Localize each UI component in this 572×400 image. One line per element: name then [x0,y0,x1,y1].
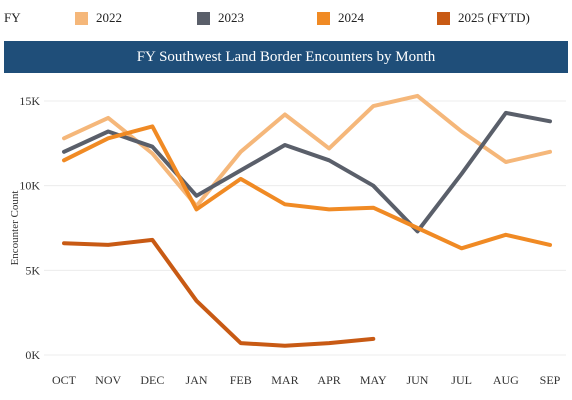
y-tick-label: 5K [25,263,40,277]
x-axis-ticks: OCT NOV DEC JAN FEB MAR APR MAY JUN JUL AUG SEP [52,373,561,387]
series-line-2024[interactable] [62,124,552,251]
series-lines [62,93,552,348]
x-tick-label: OCT [52,373,77,387]
series-line-2022[interactable] [62,93,552,208]
y-axis-ticks: 0K 5K 10K 15K [19,94,40,362]
x-tick-label: SEP [540,373,561,387]
x-tick-label: JUN [406,373,428,387]
legend-swatch-2023 [197,11,210,25]
gridlines [44,100,566,356]
x-tick-label: JAN [186,373,208,387]
legend-label-2023: 2023 [218,10,244,25]
y-tick-label: 0K [25,348,40,362]
y-axis-title: Encounter Count [9,191,21,266]
x-tick-label: MAR [271,373,298,387]
y-tick-label: 15K [19,94,40,108]
legend-label-2022: 2022 [96,10,122,25]
legend-item-2024[interactable]: 2024 [317,10,364,26]
legend: FY 2022 2023 2024 2025 (FYTD) [0,0,572,34]
legend-swatch-2024 [317,11,330,25]
x-tick-label: FEB [230,373,252,387]
legend-item-2025[interactable]: 2025 (FYTD) [437,10,530,26]
series-line-2025[interactable] [62,237,376,348]
x-tick-label: NOV [95,373,121,387]
legend-label-2025: 2025 (FYTD) [458,10,530,25]
legend-swatch-2022 [75,11,88,25]
legend-title: FY [4,10,21,25]
legend-item-2023[interactable]: 2023 [197,10,244,26]
x-tick-label: MAY [360,373,387,387]
legend-label-2024: 2024 [338,10,364,25]
legend-swatch-2025 [437,11,450,25]
x-tick-label: JUL [451,373,472,387]
x-tick-label: APR [317,373,340,387]
legend-item-2022[interactable]: 2022 [75,10,122,26]
chart-title-bar: FY Southwest Land Border Encounters by M… [4,41,568,73]
y-tick-label: 10K [19,179,40,193]
chart-title: FY Southwest Land Border Encounters by M… [136,48,436,65]
x-tick-label: AUG [493,373,519,387]
x-tick-label: DEC [140,373,164,387]
series-line-2023[interactable] [62,110,552,234]
